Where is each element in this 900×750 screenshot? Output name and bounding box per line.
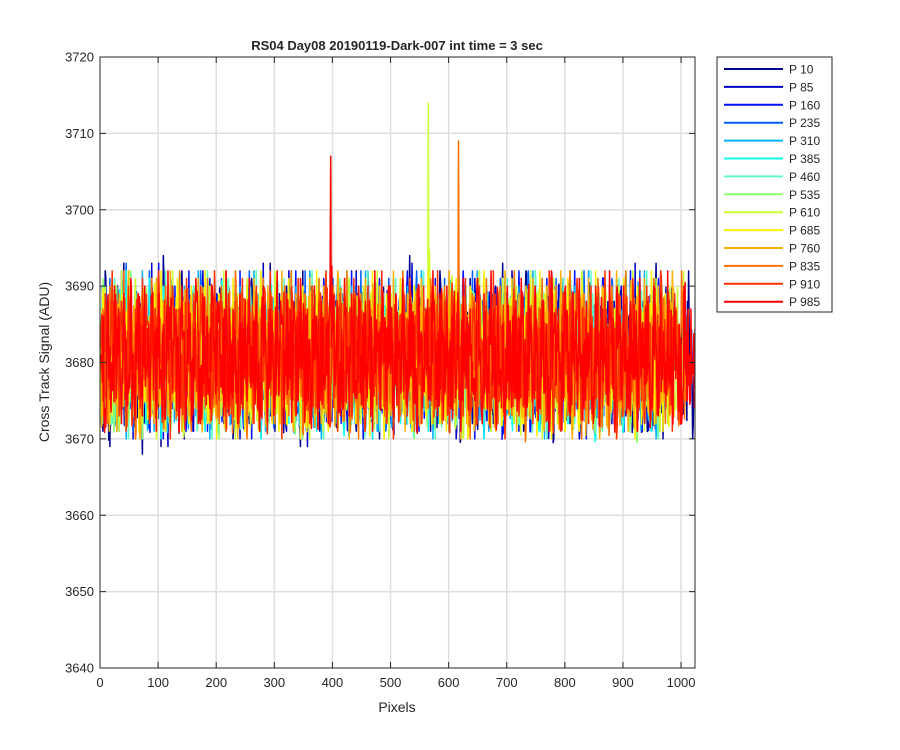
legend-label: P 310 [789, 134, 820, 148]
legend-label: P 685 [789, 224, 820, 238]
x-tick-label: 300 [263, 675, 285, 690]
x-tick-label: 600 [438, 675, 460, 690]
legend-label: P 10 [789, 63, 814, 77]
y-axis-title: Cross Track Signal (ADU) [36, 282, 52, 442]
x-tick-label: 1000 [667, 675, 696, 690]
legend-label: P 460 [789, 170, 820, 184]
x-tick-label: 0 [96, 675, 103, 690]
legend-label: P 835 [789, 259, 820, 273]
y-tick-label: 3640 [65, 661, 94, 676]
legend-label: P 760 [789, 242, 820, 256]
x-tick-label: 100 [147, 675, 169, 690]
y-tick-label: 3690 [65, 279, 94, 294]
legend-label: P 160 [789, 98, 820, 112]
legend-label: P 985 [789, 295, 820, 309]
x-axis-title: Pixels [378, 699, 415, 715]
x-tick-label: 400 [322, 675, 344, 690]
legend-box [716, 56, 833, 313]
y-tick-label: 3660 [65, 508, 94, 523]
series-line [100, 155, 695, 435]
legend-label: P 535 [789, 188, 820, 202]
y-tick-label: 3710 [65, 126, 94, 141]
y-tick-label: 3700 [65, 202, 94, 217]
y-tick-label: 3720 [65, 50, 94, 65]
y-tick-label: 3680 [65, 355, 94, 370]
legend-label: P 85 [789, 80, 814, 94]
x-tick-label: 500 [380, 675, 402, 690]
legend-label: P 910 [789, 277, 820, 291]
chart-title: RS04 Day08 20190119-Dark-007 int time = … [251, 38, 543, 53]
legend: P 10 P 85 P 160 P 235 P 310 P 385 P 460 P 535 P … [716, 56, 833, 313]
y-tick-label: 3670 [65, 431, 94, 446]
legend-label: P 235 [789, 116, 820, 130]
legend-label: P 610 [789, 206, 820, 220]
x-tick-label: 200 [205, 675, 227, 690]
axis-ticks: 0 100 200 300 400 500 600 700 800 900 1000 3640 3650… [65, 50, 695, 691]
y-tick-label: 3650 [65, 584, 94, 599]
x-tick-label: 700 [496, 675, 518, 690]
data-series [100, 102, 695, 455]
x-tick-label: 900 [612, 675, 634, 690]
series-line [100, 270, 681, 440]
x-tick-label: 800 [554, 675, 576, 690]
legend-label: P 385 [789, 152, 820, 166]
